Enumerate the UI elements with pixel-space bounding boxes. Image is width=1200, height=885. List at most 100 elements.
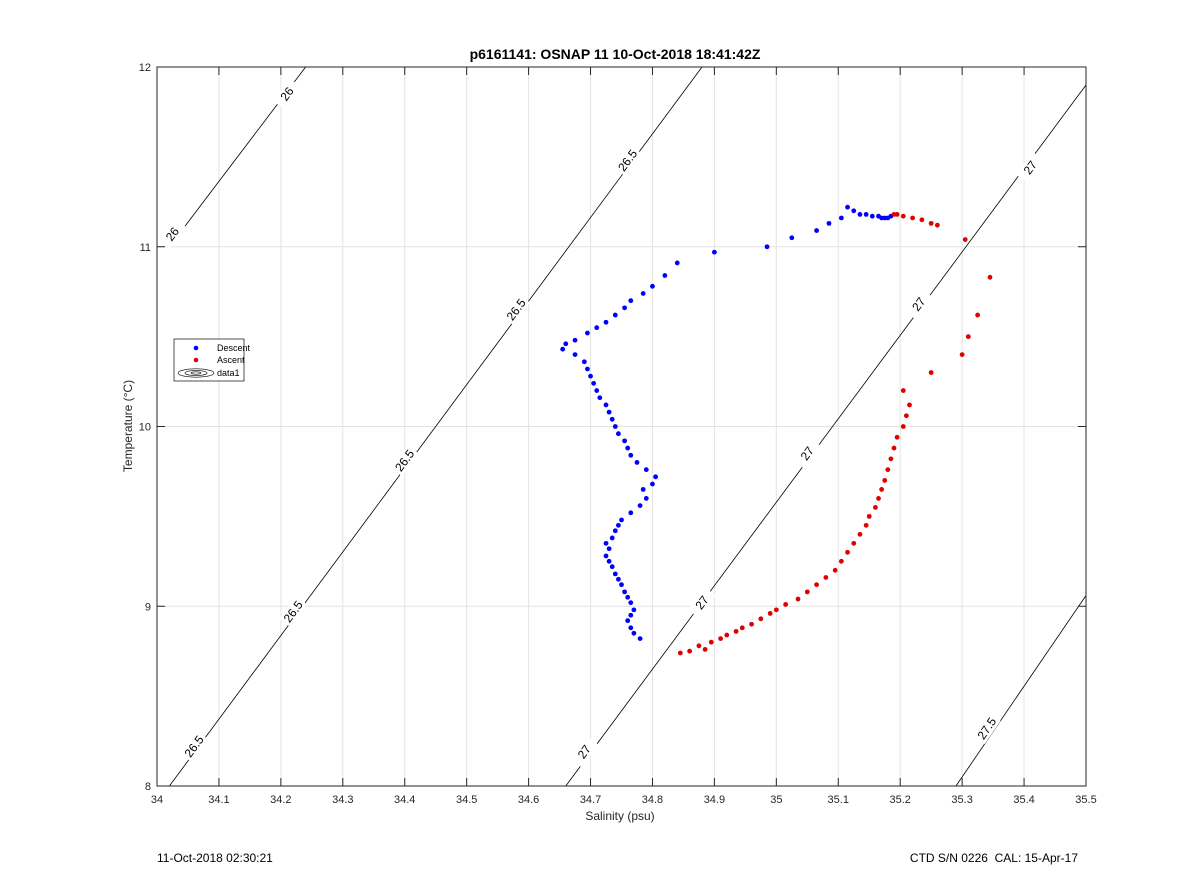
legend-item-ascent: Ascent [193, 355, 245, 365]
data-point-descent [609, 535, 615, 541]
legend-descent-marker [193, 345, 199, 351]
data-point-ascent [891, 211, 897, 217]
data-point-ascent [891, 445, 897, 451]
data-point-descent [628, 612, 634, 618]
data-point-ascent [795, 596, 801, 602]
data-point-descent [631, 630, 637, 636]
data-point-ascent [773, 607, 779, 613]
data-point-ascent [687, 648, 693, 654]
footer-timestamp: 11-Oct-2018 02:30:21 [157, 851, 273, 865]
data-point-descent [572, 337, 578, 343]
data-point-descent [560, 346, 566, 352]
legend-descent-label: Descent [217, 343, 251, 353]
data-point-ascent [928, 220, 934, 226]
axis-ticks: 34 34.1 34.2 34.3 34.4 34.5 34.6 34.7 34.8 34.9 35… [139, 62, 1097, 806]
data-point-ascent [749, 621, 754, 627]
data-point-descent [612, 528, 618, 534]
contour-label-background [688, 587, 716, 619]
data-point-ascent [900, 213, 906, 219]
data-point-ascent [919, 217, 925, 223]
contour-label-background [570, 736, 599, 768]
legend-ascent-marker [193, 357, 199, 363]
data-point-descent [857, 211, 863, 217]
legend[interactable]: Descent Ascent data1 [173, 338, 251, 382]
legend-item-data1: data1 [177, 368, 240, 378]
data-point-ascent [900, 388, 906, 393]
contour-line [169, 66, 703, 787]
data-point-ascent [962, 237, 968, 242]
data-point-ascent [851, 540, 857, 546]
data-point-descent [845, 204, 850, 210]
data-point-descent [625, 594, 631, 600]
data-point-ascent [959, 352, 965, 357]
data-point-ascent [863, 522, 869, 528]
data-point-descent [597, 395, 603, 401]
x-axis-label: Salinity (psu) [585, 809, 654, 823]
data-point-descent [789, 235, 795, 241]
data-point-descent [650, 283, 655, 289]
data-point-ascent [677, 650, 683, 656]
legend-contour-icon [177, 368, 215, 378]
data-point-ascent [888, 456, 894, 462]
data-point-descent [814, 228, 819, 233]
data-point-descent [616, 431, 621, 437]
data-point-descent [594, 325, 600, 331]
y-tick-label: 12 [139, 62, 151, 74]
data-point-ascent [866, 513, 872, 519]
data-point-ascent [873, 504, 878, 510]
x-tick-label: 34.3 [332, 794, 353, 806]
data-point-descent [631, 607, 637, 613]
contour-26-5: 26.526.526.526.526.5 [169, 66, 703, 787]
data-point-descent [650, 481, 655, 487]
data-point-ascent [882, 478, 888, 483]
data-point-ascent [910, 215, 915, 221]
contour-label-background [793, 438, 822, 469]
contour-label-background [158, 218, 187, 250]
chart-title: p6161141: OSNAP 11 10-Oct-2018 18:41:42Z [470, 46, 761, 62]
contour-label-background [1016, 152, 1045, 184]
data-point-descent [637, 503, 643, 508]
data-point-descent [603, 553, 609, 559]
contour-label-background [904, 288, 933, 320]
data-point-descent [616, 522, 621, 528]
data-point-descent [594, 388, 600, 393]
data-point-ascent [900, 424, 906, 429]
series-descent [560, 204, 894, 642]
data-point-descent [640, 291, 646, 296]
data-point-descent [869, 213, 875, 219]
data-point-ascent [928, 370, 934, 375]
data-point-ascent [885, 467, 891, 473]
data-point-descent [622, 438, 627, 444]
data-point-ascent [879, 487, 885, 492]
data-point-descent [606, 409, 612, 415]
data-point-descent [764, 244, 770, 250]
data-point-ascent [832, 567, 838, 573]
data-point-descent [637, 636, 643, 642]
x-tick-label: 35.3 [951, 794, 972, 806]
x-tick-label: 34.7 [580, 794, 601, 806]
data-point-descent [603, 319, 609, 325]
contour-line [565, 84, 1087, 787]
data-point-descent [609, 564, 615, 570]
data-point-descent [625, 618, 631, 624]
data-point-descent [612, 312, 618, 318]
contour-label-background [502, 294, 531, 326]
x-tick-label: 34.9 [704, 794, 725, 806]
data-point-ascent [708, 639, 714, 645]
contour-label-background [273, 78, 302, 110]
contour-label-background [390, 445, 419, 477]
data-point-descent [622, 305, 627, 311]
y-tick-label: 9 [145, 601, 151, 613]
x-tick-label: 34 [151, 794, 163, 806]
data-point-ascent [907, 402, 912, 408]
data-point-ascent [965, 334, 971, 340]
y-tick-label: 10 [139, 422, 151, 434]
data-point-descent [628, 452, 634, 458]
x-tick-label: 34.2 [270, 794, 291, 806]
contour-27-5: 27.5 [955, 595, 1087, 787]
data-point-descent [863, 211, 869, 217]
x-tick-label: 35 [770, 794, 782, 806]
series-ascent [677, 211, 993, 656]
